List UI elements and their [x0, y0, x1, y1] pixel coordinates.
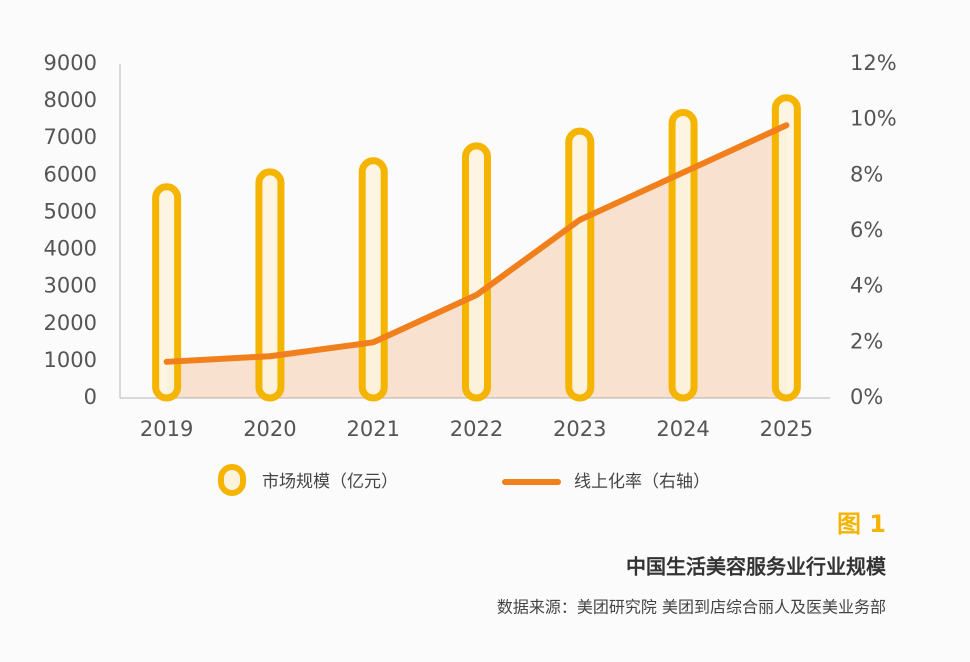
x-tick-label: 2022 — [450, 417, 503, 441]
y-tick-label: 8000 — [44, 88, 97, 112]
x-tick-label: 2021 — [346, 417, 399, 441]
legend-label: 市场规模（亿元） — [262, 472, 398, 492]
y-tick-label: 2000 — [44, 311, 97, 335]
x-tick-label: 2024 — [656, 417, 709, 441]
bar — [462, 142, 491, 402]
bar — [152, 183, 182, 402]
y-tick-label: 5000 — [44, 199, 97, 223]
y2-tick-label: 10% — [850, 107, 897, 131]
bar — [358, 157, 388, 402]
y-tick-label: 9000 — [44, 51, 97, 75]
line — [163, 122, 790, 365]
bar — [668, 109, 698, 402]
bar — [565, 127, 595, 402]
x-tick-label: 2023 — [553, 417, 606, 441]
bar — [255, 168, 285, 402]
bar — [771, 94, 801, 402]
x-tick-label: 2025 — [760, 417, 813, 441]
y2-tick-label: 8% — [850, 162, 883, 186]
figure-label: 图 1 — [837, 510, 886, 538]
y-tick-label: 1000 — [44, 348, 97, 372]
legend-bar-icon — [218, 464, 246, 496]
y-tick-label: 3000 — [44, 274, 97, 298]
y-tick-label: 4000 — [44, 237, 97, 261]
plot: 0 1000 2000 3000 4000 5000 6000 7000 8000 9000 0% 2… — [44, 51, 897, 441]
y-tick-label: 0 — [84, 385, 97, 409]
x-tick-label: 2020 — [243, 417, 296, 441]
area — [166, 125, 787, 398]
legend-label: 线上化率（右轴） — [574, 472, 710, 492]
y2-tick-label: 0% — [850, 385, 883, 409]
y2-tick-label: 4% — [850, 274, 883, 298]
y2-tick-label: 12% — [850, 51, 897, 75]
y2-tick-label: 2% — [850, 329, 883, 353]
source: 数据来源：美团研究院 美团到店综合丽人及医美业务部 — [497, 598, 886, 617]
y2-tick-label: 6% — [850, 218, 883, 242]
x-tick-label: 2019 — [140, 417, 193, 441]
chart-title: 中国生活美容服务业行业规模 — [626, 555, 887, 579]
y-tick-label: 7000 — [44, 125, 97, 149]
y-tick-label: 6000 — [44, 162, 97, 186]
